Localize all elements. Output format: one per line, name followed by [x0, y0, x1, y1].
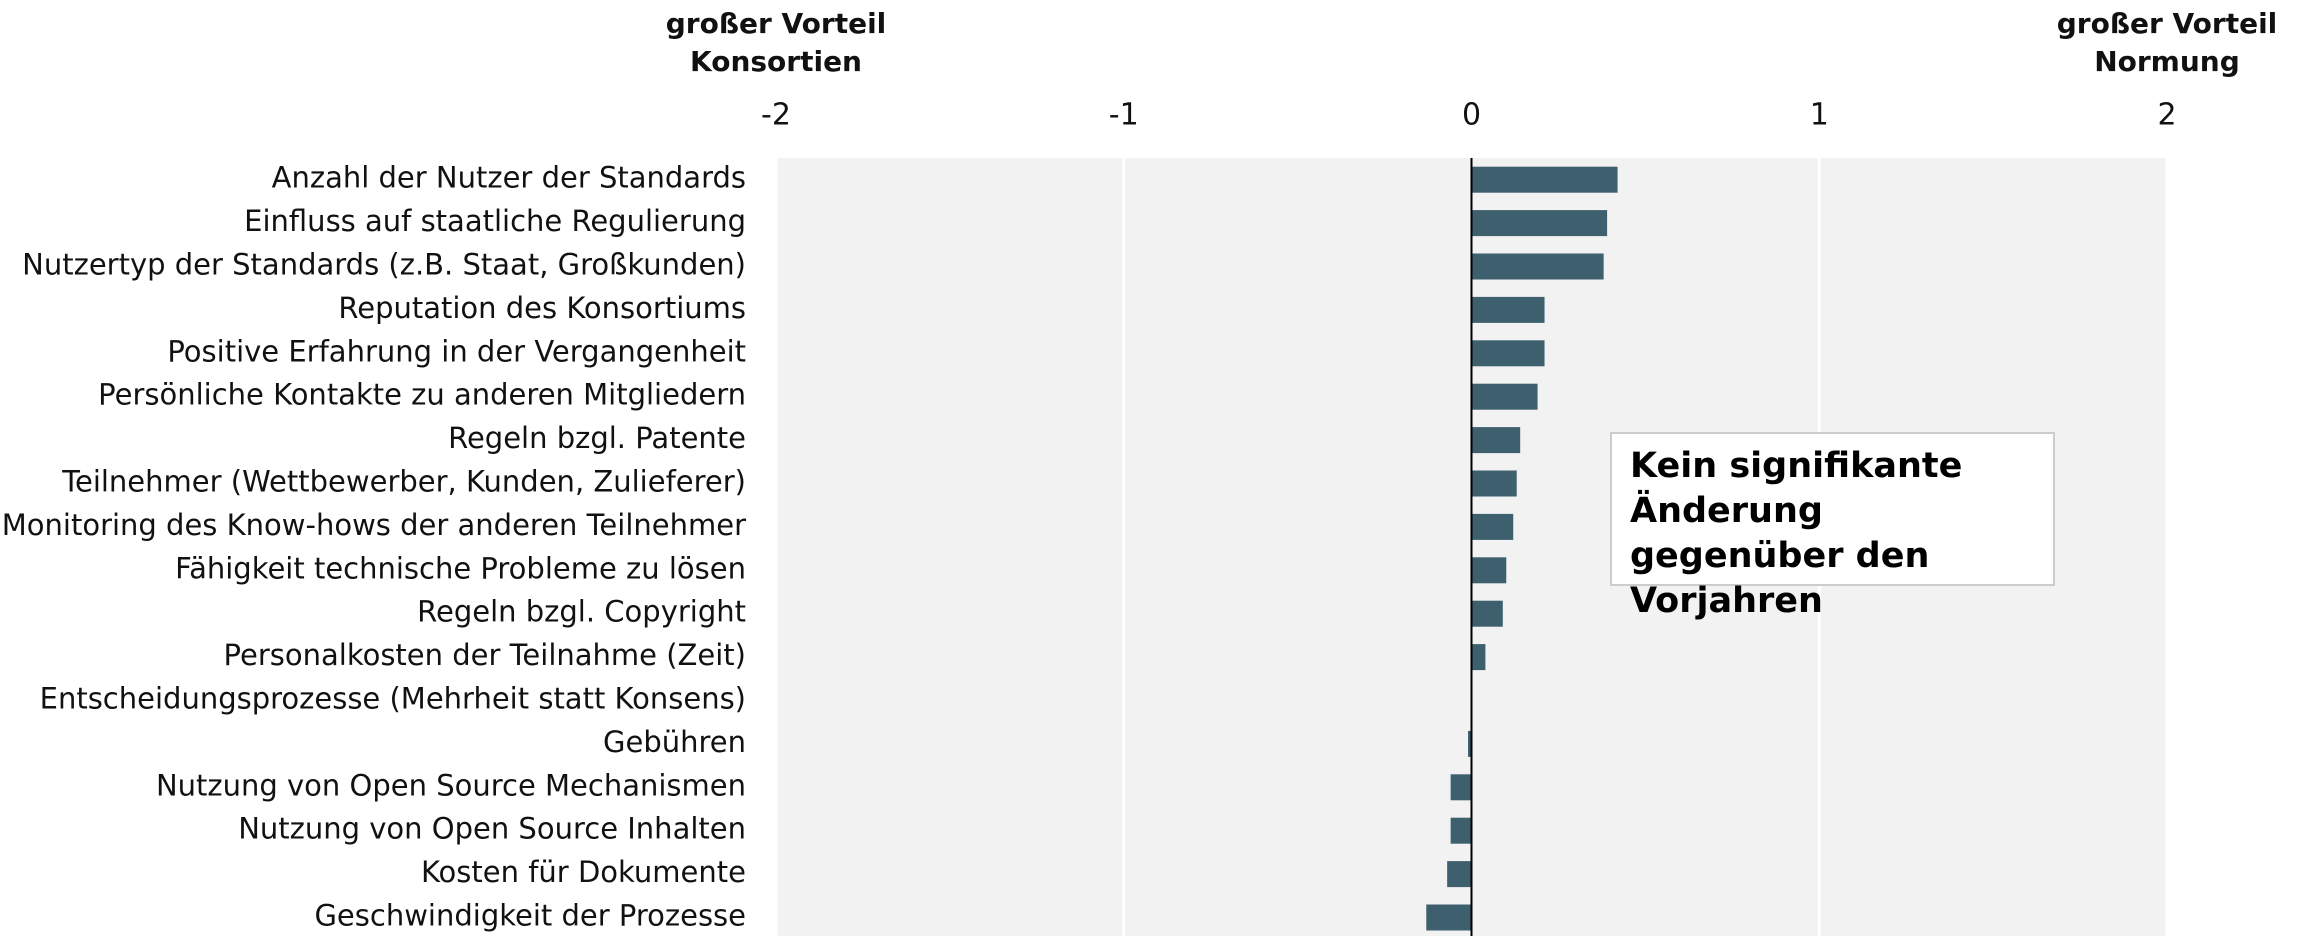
category-label: Persönliche Kontakte zu anderen Mitglied…: [98, 378, 746, 412]
bar: [1471, 427, 1521, 454]
category-label: Positive Erfahrung in der Vergangenheit: [167, 334, 746, 368]
axis-end-label: großer Vorteil: [2057, 7, 2278, 40]
bar: [1447, 861, 1472, 888]
category-label: Personalkosten der Teilnahme (Zeit): [224, 638, 746, 672]
bar: [1450, 817, 1472, 844]
bar: [1450, 774, 1472, 801]
x-tick-label: -2: [761, 98, 791, 133]
category-label: Nutzung von Open Source Inhalten: [238, 812, 746, 846]
x-tick-label: 0: [1462, 98, 1481, 133]
category-label: Kosten für Dokumente: [421, 855, 746, 889]
axis-end-label: großer Vorteil: [666, 7, 887, 40]
bar: [1471, 470, 1517, 497]
bar: [1471, 296, 1545, 323]
x-tick-label: -1: [1109, 98, 1139, 133]
bar: [1471, 166, 1618, 193]
category-label: Gebühren: [603, 725, 746, 759]
category-label: Nutzung von Open Source Mechanismen: [156, 768, 746, 802]
bar: [1471, 340, 1545, 367]
category-label: Einfluss auf staatliche Regulierung: [244, 204, 746, 238]
bar: [1471, 513, 1514, 540]
x-tick-label: 2: [2157, 98, 2176, 133]
category-label: Entscheidungsprozesse (Mehrheit statt Ko…: [40, 682, 746, 716]
bar: [1426, 904, 1472, 931]
x-tick-label: 1: [1810, 98, 1829, 133]
bar: [1471, 253, 1604, 280]
bar: [1468, 730, 1472, 757]
bar: [1471, 600, 1503, 627]
bar: [1471, 383, 1538, 410]
bar: [1471, 644, 1486, 671]
category-label: Reputation des Konsortiums: [338, 291, 746, 325]
category-label: Monitoring des Know-hows der anderen Tei…: [2, 508, 746, 542]
bar: [1471, 210, 1608, 237]
category-label: Nutzertyp der Standards (z.B. Staat, Gro…: [22, 248, 746, 282]
axis-end-label: Konsortien: [690, 45, 862, 78]
category-label: Fähigkeit technische Probleme zu lösen: [175, 551, 746, 585]
category-label: Geschwindigkeit der Prozesse: [314, 899, 746, 933]
annotation: Kein signifikante Änderung gegenüber den…: [1610, 432, 2055, 621]
category-label: Anzahl der Nutzer der Standards: [272, 161, 746, 195]
category-label: Teilnehmer (Wettbewerber, Kunden, Zulief…: [61, 465, 746, 499]
bar: [1471, 557, 1507, 584]
category-label: Regeln bzgl. Patente: [448, 421, 746, 455]
category-label: Regeln bzgl. Copyright: [417, 595, 746, 629]
axis-end-label: Normung: [2094, 45, 2240, 78]
